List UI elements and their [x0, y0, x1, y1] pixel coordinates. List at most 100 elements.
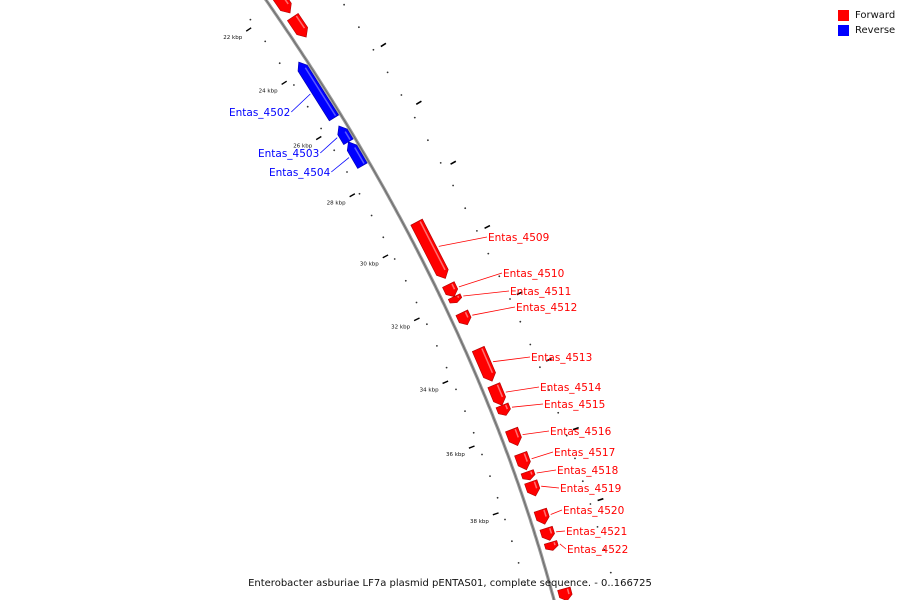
- forward-gene-arrow[interactable]: [471, 345, 496, 382]
- tick-label: 28 kbp: [327, 201, 346, 207]
- backbone-core: [265, 0, 555, 600]
- gene-highlight: [457, 295, 460, 299]
- legend-forward-label: Forward: [855, 10, 896, 21]
- outer-dot: [548, 389, 551, 391]
- gene-highlight: [543, 509, 547, 517]
- outer-dot: [372, 48, 375, 51]
- outer-tick: [415, 100, 422, 105]
- gene-label[interactable]: Entas_4510: [503, 268, 564, 280]
- gene-label[interactable]: Entas_4519: [560, 483, 621, 495]
- outer-dot: [529, 343, 532, 346]
- gene-highlight: [533, 481, 538, 489]
- inner-dot: [464, 410, 466, 412]
- tick-mark: [492, 512, 499, 516]
- gene-label[interactable]: Entas_4522: [567, 544, 628, 556]
- forward-gene-arrow[interactable]: [286, 12, 308, 38]
- gene-leader-line: [458, 272, 503, 288]
- gene-highlight: [354, 147, 365, 164]
- gene-leader-line: [559, 543, 567, 550]
- gene-highlight: [451, 283, 456, 290]
- outer-dot: [358, 26, 360, 29]
- outer-dot: [476, 230, 478, 232]
- gene-label[interactable]: Entas_4520: [563, 505, 624, 517]
- gene-label[interactable]: Entas_4521: [566, 526, 627, 538]
- tick-label: 30 kbp: [360, 262, 379, 268]
- forward-gene-arrow[interactable]: [543, 540, 559, 551]
- gene-label[interactable]: Entas_4502: [229, 107, 290, 119]
- gene-highlight: [304, 67, 337, 117]
- reverse-gene-arrow[interactable]: [297, 61, 340, 122]
- gene-highlight: [344, 131, 351, 140]
- forward-gene-arrow[interactable]: [455, 309, 472, 326]
- gene-highlight: [295, 15, 306, 29]
- gene-leader-line: [331, 157, 350, 173]
- tick-mark: [468, 445, 475, 449]
- gene-label[interactable]: Entas_4503: [258, 148, 319, 160]
- gene-label[interactable]: Entas_4509: [488, 232, 549, 244]
- forward-gene-arrow[interactable]: [487, 382, 506, 406]
- inner-dot: [481, 453, 483, 456]
- forward-gene-arrow[interactable]: [514, 451, 531, 471]
- inner-dot: [426, 323, 428, 326]
- forward-gene-arrow[interactable]: [524, 479, 541, 497]
- outer-dot: [596, 526, 599, 528]
- outer-dot: [413, 116, 416, 119]
- inner-dot: [489, 475, 491, 477]
- inner-dot: [445, 366, 448, 369]
- tick-mark: [315, 135, 322, 141]
- gene-highlight: [514, 428, 519, 438]
- gene-label[interactable]: Entas_4515: [544, 399, 605, 411]
- gene-label[interactable]: Entas_4504: [269, 167, 331, 179]
- forward-gene-arrow[interactable]: [505, 426, 522, 447]
- gene-label[interactable]: Entas_4518: [557, 465, 618, 477]
- gene-label[interactable]: Entas_4512: [516, 302, 577, 314]
- gene-leader-line: [438, 236, 488, 247]
- outer-dot: [557, 411, 560, 414]
- sequence-caption: Enterobacter asburiae LF7a plasmid pENTA…: [248, 578, 652, 589]
- reverse-gene-arrow[interactable]: [337, 125, 354, 146]
- outer-dot: [574, 457, 576, 460]
- forward-gene-arrow[interactable]: [495, 402, 511, 416]
- outer-dot: [581, 480, 584, 483]
- outer-dot: [427, 139, 429, 142]
- outer-dot: [400, 94, 403, 96]
- tick-label: 24 kbp: [259, 89, 278, 95]
- tick-marks: 22 kbp 24 kbp 26 kbp 28 kbp 30 kbp 32 kbp 34 k…: [223, 27, 604, 525]
- outer-dot: [609, 571, 612, 574]
- gene-label[interactable]: Entas_4511: [510, 286, 571, 298]
- forward-gene-arrow[interactable]: [539, 525, 555, 541]
- gene-highlight: [549, 527, 553, 534]
- inner-dot: [415, 301, 418, 304]
- gene-leader-line: [463, 290, 510, 297]
- tick-mark: [442, 380, 449, 385]
- gene-label[interactable]: Entas_4514: [540, 382, 602, 394]
- gene-highlight: [419, 221, 446, 271]
- inner-dot: [249, 18, 252, 21]
- forward-gene-arrow[interactable]: [533, 507, 550, 525]
- gene-leader-line: [522, 430, 550, 435]
- gene-label[interactable]: Entas_4517: [554, 447, 615, 459]
- gene-highlight: [481, 348, 494, 374]
- tick-mark: [281, 80, 288, 86]
- inner-dot: [472, 431, 475, 434]
- tick-label: 26 kbp: [293, 144, 312, 150]
- inner-dot: [524, 583, 526, 586]
- gene-leader-line: [531, 451, 554, 460]
- gene-highlight: [496, 384, 504, 398]
- gene-leader-line: [536, 469, 557, 474]
- forward-gene-arrow[interactable]: [520, 469, 536, 481]
- tick-mark: [413, 317, 420, 322]
- gene-label[interactable]: Entas_4516: [550, 426, 612, 438]
- outer-dot: [603, 548, 606, 551]
- inner-dot: [404, 279, 407, 282]
- forward-gene-arrow[interactable]: [442, 281, 459, 297]
- outer-tick: [380, 42, 387, 48]
- forward-swatch: [838, 10, 849, 21]
- gene-label[interactable]: Entas_4513: [531, 352, 592, 364]
- inner-dot: [358, 192, 361, 195]
- forward-gene-arrow[interactable]: [410, 218, 449, 279]
- outer-dot: [487, 252, 490, 255]
- inner-dot: [333, 149, 336, 152]
- inner-dot: [504, 518, 506, 521]
